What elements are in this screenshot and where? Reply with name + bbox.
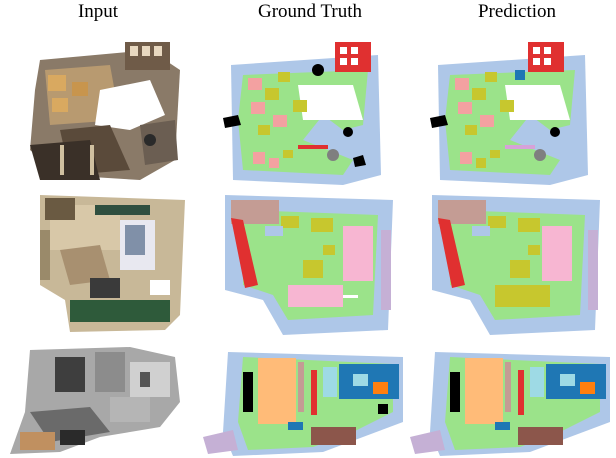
row3-ground-truth-panel	[203, 342, 403, 458]
row3-prediction-panel	[410, 342, 610, 458]
row3-input-panel	[0, 342, 200, 458]
column-title-ground-truth: Ground Truth	[258, 1, 362, 22]
row2-prediction-panel	[410, 190, 610, 340]
row1-input-panel	[0, 30, 200, 190]
column-title-prediction: Prediction	[477, 1, 557, 22]
row1-ground-truth-panel	[203, 30, 403, 190]
row2-input-panel	[0, 190, 200, 340]
row1-prediction-panel	[410, 30, 610, 190]
column-title-input: Input	[77, 1, 119, 22]
row2-ground-truth-panel	[203, 190, 403, 340]
